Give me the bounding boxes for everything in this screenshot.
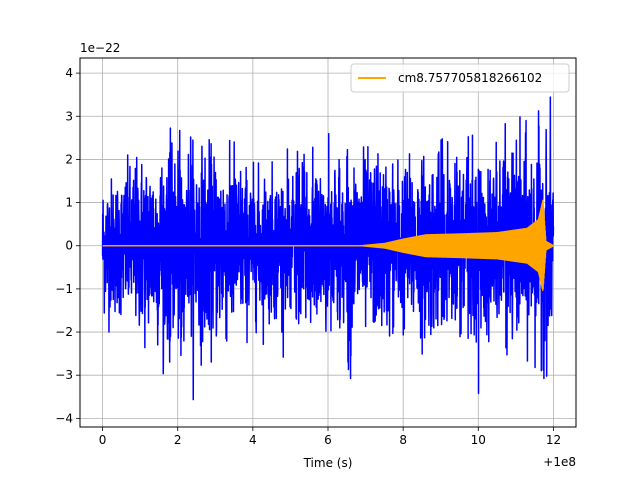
y-tick-label: 4 [65, 66, 73, 80]
series-line-noise [101, 96, 555, 401]
y-tick-label: −2 [55, 325, 73, 339]
legend: cm8.757705818266102 [350, 63, 570, 93]
y-tick-label: 2 [65, 152, 73, 166]
legend-entry-label: cm8.757705818266102 [398, 71, 542, 85]
y-tick-label: 3 [65, 109, 73, 123]
x-tick-label: 8 [399, 433, 407, 447]
x-tick-label: 4 [249, 433, 257, 447]
x-tick-label: 2 [174, 433, 182, 447]
y-tick-label: 0 [65, 239, 73, 253]
y-scale-label: 1e−22 [80, 41, 120, 55]
y-tick-label: 1 [65, 196, 73, 210]
x-tick-label: 10 [471, 433, 486, 447]
x-axis-label: Time (s) [303, 456, 353, 470]
x-tick-label: 6 [324, 433, 332, 447]
series-layer [101, 96, 555, 401]
x-tick-label: 12 [546, 433, 561, 447]
legend-box [350, 63, 570, 93]
y-tick-label: −4 [55, 411, 73, 425]
y-tick-label: −1 [55, 282, 73, 296]
x-tick-label: 0 [99, 433, 107, 447]
y-tick-label: −3 [55, 368, 73, 382]
series-line-template [101, 199, 555, 291]
x-offset-label: +1e8 [543, 455, 576, 469]
